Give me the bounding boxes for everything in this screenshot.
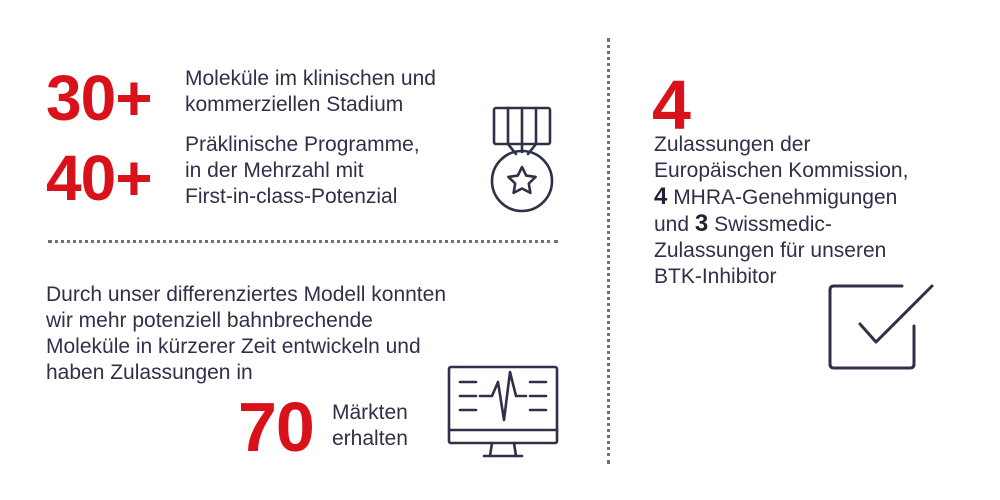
stat-markets-label: Märkten erhalten [332, 401, 408, 450]
model-paragraph: Durch unser differenziertes Modell konnt… [46, 283, 446, 384]
mhra-count: 4 [654, 183, 668, 210]
stat-approvals-label: Zulassungen der Europäischen Kommission,… [654, 133, 909, 288]
medal-icon [490, 106, 554, 213]
swissmedic-count: 3 [694, 210, 709, 237]
monitor-heartbeat-icon [447, 365, 559, 458]
stat-programs-label: Präklinische Programme, in der Mehrzahl … [185, 133, 420, 208]
stat-approvals-value: 4 [652, 66, 691, 144]
stat-molecules-value: 30+ [46, 62, 153, 134]
vertical-divider [607, 38, 610, 464]
stat-molecules-label: Moleküle im klinischen und kommerziellen… [185, 67, 436, 116]
stat-programs-value: 40+ [46, 142, 153, 214]
stat-markets-value: 70 [238, 388, 315, 466]
checkbox-check-icon [828, 284, 934, 370]
horizontal-divider [48, 240, 558, 243]
